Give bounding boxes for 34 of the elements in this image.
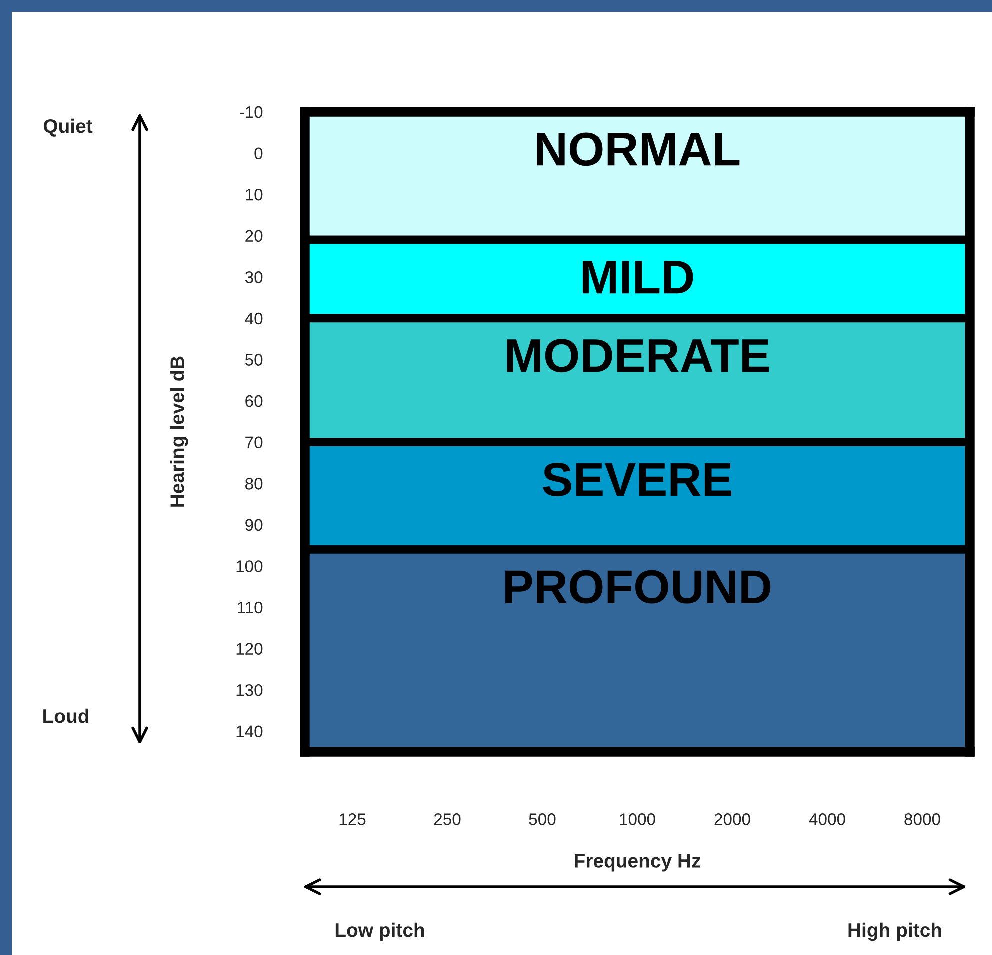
text: Quiet [44,118,93,137]
x-tick-label: 4000 [809,814,846,826]
x-tick-label: 8000 [904,814,940,826]
text: Low pitch [336,922,424,942]
x-tick-label: 500 [529,814,556,826]
x-tick-label: 125 [340,814,366,826]
y-tick-label: -10 [240,106,263,118]
band-label: MILD [582,261,694,294]
y-tick-label: 80 [246,478,263,490]
text: Loud [44,708,88,724]
text: High pitch [848,922,942,942]
band-label: PROFOUND [506,570,771,604]
y-tick-label: 50 [245,354,263,366]
y-tick-label: 120 [236,643,263,655]
y-tick-label: 90 [246,519,263,532]
x-tick-label: 250 [434,814,461,826]
y-tick-label: 140 [236,726,263,738]
band-label: MODERATE [507,339,770,373]
y-tick-label: 30 [245,272,263,284]
y-tick-label: 130 [236,684,263,696]
y-tick-label: 40 [245,312,263,325]
x-tick-label: 2000 [714,814,750,826]
band-label: SEVERE [543,463,732,496]
x-tick-label: 1000 [620,814,656,826]
y-axis-title: Hearing level dB [170,356,188,507]
x-axis-title: Frequency Hz [575,854,701,872]
y-tick-label: 60 [246,395,263,408]
y-tick-label: 70 [246,436,263,449]
y-tick-label: 110 [238,602,263,614]
band-label: NORMAL [537,132,740,166]
y-tick-label: 10 [246,188,263,201]
y-tick-label: 0 [254,148,263,160]
y-tick-label: 20 [246,230,263,242]
y-tick-label: 100 [236,560,263,572]
